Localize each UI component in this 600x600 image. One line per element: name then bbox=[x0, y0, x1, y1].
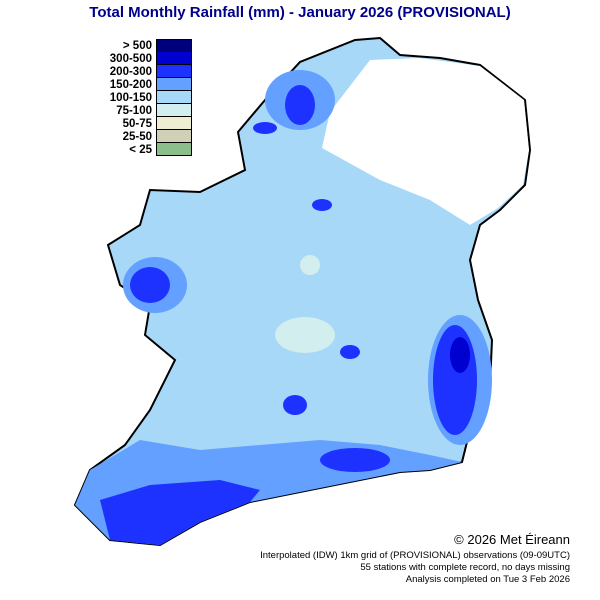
legend-item: < 25 bbox=[96, 143, 192, 156]
legend-label: 100-150 bbox=[109, 91, 152, 104]
footer-analysis-date: Analysis completed on Tue 3 Feb 2026 bbox=[405, 574, 570, 585]
legend-item: 100-150 bbox=[96, 91, 192, 104]
legend-label: > 500 bbox=[122, 39, 152, 52]
legend-swatch bbox=[156, 117, 192, 130]
legend-swatch bbox=[156, 52, 192, 65]
legend-swatch bbox=[156, 91, 192, 104]
legend-item: 75-100 bbox=[96, 104, 192, 117]
legend-label: 25-50 bbox=[122, 130, 152, 143]
legend-item: 200-300 bbox=[96, 65, 192, 78]
legend-item: 300-500 bbox=[96, 52, 192, 65]
legend-label: 75-100 bbox=[116, 104, 152, 117]
legend-label: 300-500 bbox=[109, 52, 152, 65]
legend-swatch bbox=[156, 65, 192, 78]
legend-swatch bbox=[156, 104, 192, 117]
footer-stations: 55 stations with complete record, no day… bbox=[360, 562, 570, 573]
legend-item: 50-75 bbox=[96, 117, 192, 130]
legend-item: 25-50 bbox=[96, 130, 192, 143]
legend-swatch bbox=[156, 143, 192, 156]
legend-label: 200-300 bbox=[109, 65, 152, 78]
rainfall-zones bbox=[75, 70, 492, 545]
legend-swatch bbox=[156, 78, 192, 91]
legend-swatch bbox=[156, 38, 192, 53]
footer-method: Interpolated (IDW) 1km grid of (PROVISIO… bbox=[260, 550, 570, 561]
northern-ireland-no-data bbox=[322, 58, 529, 225]
legend-swatch bbox=[156, 130, 192, 143]
legend-item: 150-200 bbox=[96, 78, 192, 91]
legend-label: < 25 bbox=[129, 143, 152, 156]
legend-label: 150-200 bbox=[109, 78, 152, 91]
copyright: © 2026 Met Éireann bbox=[454, 532, 570, 547]
map-title: Total Monthly Rainfall (mm) - January 20… bbox=[89, 4, 511, 21]
legend: > 500 300-500 200-300 150-200 100-150 75-100 5… bbox=[96, 38, 192, 156]
legend-label: 50-75 bbox=[122, 117, 152, 130]
legend-item: > 500 bbox=[96, 38, 192, 53]
